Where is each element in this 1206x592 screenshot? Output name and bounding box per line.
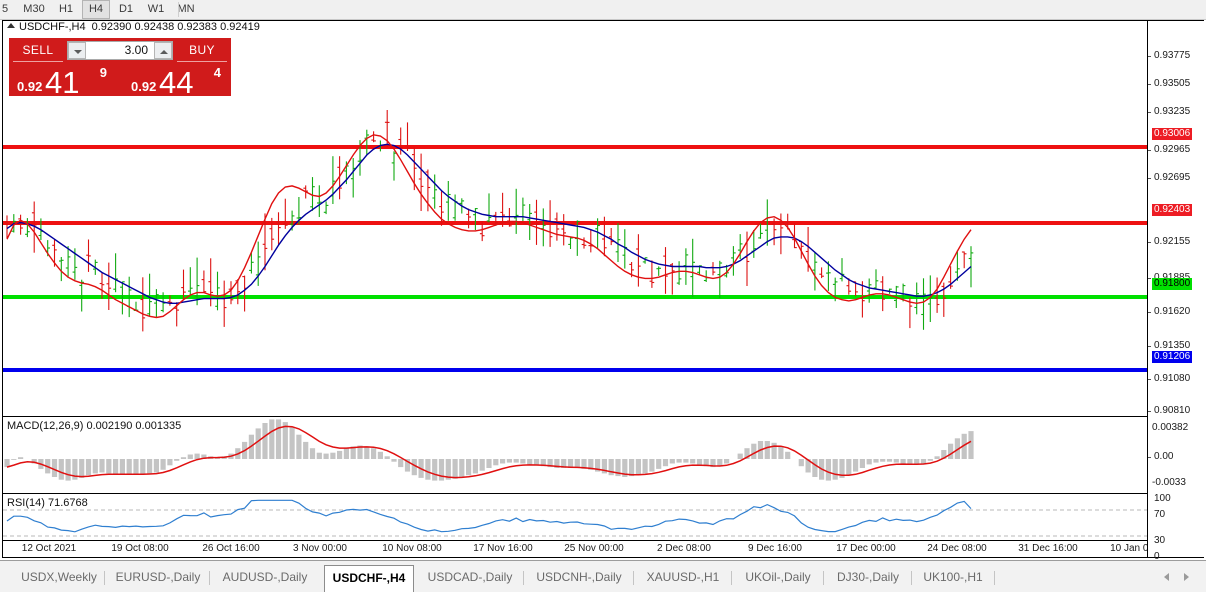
level-tag-resistance-lower[interactable]: 0.92403 bbox=[1152, 204, 1193, 216]
volume-decrement-button[interactable] bbox=[68, 42, 86, 59]
macd-label: MACD(12,26,9) 0.002190 0.001335 bbox=[7, 420, 182, 432]
sell-price-fraction: 9 bbox=[99, 65, 107, 80]
rsi-label: RSI(14) 71.6768 bbox=[7, 497, 88, 509]
sell-price-display[interactable]: 0.92 41 9 bbox=[9, 64, 117, 100]
chart-tab-dj30-daily[interactable]: DJ30-,Daily bbox=[836, 570, 899, 584]
chart-tab-usdcnh-daily[interactable]: USDCNH-,Daily bbox=[536, 570, 622, 584]
tab-scroll-left-icon[interactable] bbox=[1164, 573, 1169, 581]
rsi-chart-svg bbox=[3, 499, 1147, 537]
tab-scroll-right-icon[interactable] bbox=[1184, 573, 1189, 581]
chart-symbol-label: USDCHF-,H4 bbox=[19, 21, 86, 33]
chart-ohlc-values: 0.92390 0.92438 0.92383 0.92419 bbox=[91, 21, 260, 33]
chart-window[interactable]: USDCHF-,H4 0.92390 0.92438 0.92383 0.9241… bbox=[2, 20, 1205, 562]
buy-price-main: 44 bbox=[159, 65, 194, 100]
date-label: 2 Dec 08:00 bbox=[657, 543, 711, 554]
tab-divider bbox=[994, 571, 995, 585]
chart-tab-audusd-daily[interactable]: AUDUSD-,Daily bbox=[222, 570, 308, 584]
timeframe-button-m5[interactable]: 5 bbox=[1, 3, 9, 15]
tab-divider bbox=[633, 571, 634, 585]
buy-price-fraction: 4 bbox=[213, 65, 221, 80]
chart-tab-eurusd-daily[interactable]: EURUSD-,Daily bbox=[115, 570, 201, 584]
macd-chart-svg bbox=[4, 419, 974, 481]
date-label: 25 Nov 00:00 bbox=[564, 543, 624, 554]
date-label: 17 Dec 00:00 bbox=[836, 543, 896, 554]
timeframe-toolbar: 5 M30 H1 H4 D1 W1 MN bbox=[0, 0, 1206, 20]
collapse-triangle-icon[interactable] bbox=[7, 23, 15, 28]
tab-divider bbox=[823, 571, 824, 585]
rsi-pane[interactable] bbox=[3, 494, 1147, 540]
chart-tab-uk100-h1[interactable]: UK100-,H1 bbox=[923, 570, 983, 584]
price-pane[interactable] bbox=[3, 34, 1147, 416]
date-label: 31 Dec 16:00 bbox=[1018, 543, 1078, 554]
chart-tab-usdcad-daily[interactable]: USDCAD-,Daily bbox=[427, 570, 513, 584]
buy-underline bbox=[177, 61, 227, 62]
ma-fast-line bbox=[6, 134, 972, 319]
timeframe-button-h1[interactable]: H1 bbox=[58, 3, 74, 15]
price-scale[interactable]: 0.93775 0.93505 0.93235 0.92965 0.92695 … bbox=[1147, 21, 1205, 562]
tab-divider bbox=[104, 571, 105, 585]
buy-price-prefix: 0.92 bbox=[131, 79, 157, 94]
level-tag-resistance-upper[interactable]: 0.93006 bbox=[1152, 128, 1193, 140]
chart-tab-usdchf-h4[interactable]: USDCHF-,H4 bbox=[324, 565, 414, 592]
chart-tab-bar: USDX,Weekly EURUSD-,Daily AUDUSD-,Daily … bbox=[0, 560, 1206, 592]
buy-price-display[interactable]: 0.92 44 4 bbox=[123, 64, 231, 100]
timeframe-button-m30[interactable]: M30 bbox=[23, 3, 45, 15]
toolbar-divider bbox=[178, 2, 179, 17]
tab-divider bbox=[523, 571, 524, 585]
volume-input[interactable]: 3.00 bbox=[67, 41, 173, 60]
date-label: 12 Oct 2021 bbox=[21, 543, 77, 554]
ma-slow-line bbox=[6, 143, 972, 304]
timeframe-button-d1[interactable]: D1 bbox=[118, 3, 134, 15]
date-label: 10 Jan 00:00 bbox=[1110, 543, 1168, 554]
timeframe-button-w1[interactable]: W1 bbox=[147, 3, 165, 15]
chart-tab-xauusd-h1[interactable]: XAUUSD-,H1 bbox=[646, 570, 720, 584]
date-label: 19 Oct 08:00 bbox=[111, 543, 169, 554]
date-label: 10 Nov 08:00 bbox=[382, 543, 442, 554]
tab-divider bbox=[731, 571, 732, 585]
sell-button[interactable]: SELL bbox=[22, 43, 54, 57]
volume-increment-button[interactable] bbox=[154, 42, 172, 59]
date-label: 17 Nov 16:00 bbox=[473, 543, 533, 554]
tab-divider bbox=[209, 571, 210, 585]
level-tag-support-green[interactable]: 0.91800 bbox=[1152, 278, 1193, 290]
date-label: 24 Dec 08:00 bbox=[927, 543, 987, 554]
timeframe-button-h4[interactable]: H4 bbox=[82, 0, 110, 19]
timeframe-button-mn[interactable]: MN bbox=[177, 3, 195, 15]
date-label: 26 Oct 16:00 bbox=[202, 543, 260, 554]
one-click-trade-panel[interactable]: SELL BUY 3.00 0.92 41 9 0.92 44 4 bbox=[9, 38, 231, 100]
macd-signal-line bbox=[6, 425, 972, 479]
sell-underline bbox=[13, 61, 63, 62]
buy-button[interactable]: BUY bbox=[189, 43, 215, 57]
chart-tab-ukoil-daily[interactable]: UKOil-,Daily bbox=[745, 570, 811, 584]
pane-separator-macd-rsi bbox=[3, 493, 1147, 494]
date-label: 3 Nov 00:00 bbox=[293, 543, 347, 554]
sell-price-prefix: 0.92 bbox=[17, 79, 43, 94]
price-chart-svg bbox=[3, 110, 1147, 372]
chart-tab-usdx-weekly[interactable]: USDX,Weekly bbox=[21, 570, 97, 584]
tab-divider bbox=[911, 571, 912, 585]
volume-value: 3.00 bbox=[124, 43, 148, 57]
macd-pane[interactable] bbox=[3, 417, 1147, 493]
sell-price-main: 41 bbox=[45, 65, 80, 100]
level-tag-support-blue[interactable]: 0.91206 bbox=[1152, 351, 1193, 363]
date-label: 9 Dec 16:00 bbox=[748, 543, 802, 554]
chart-title-row: USDCHF-,H4 0.92390 0.92438 0.92383 0.9241… bbox=[3, 21, 1203, 34]
trade-panel-header: SELL BUY 3.00 bbox=[9, 38, 231, 62]
rsi-line bbox=[6, 499, 972, 533]
pane-separator-price-macd bbox=[3, 416, 1147, 417]
date-axis: 12 Oct 2021 19 Oct 08:00 26 Oct 16:00 3 … bbox=[3, 540, 1168, 557]
